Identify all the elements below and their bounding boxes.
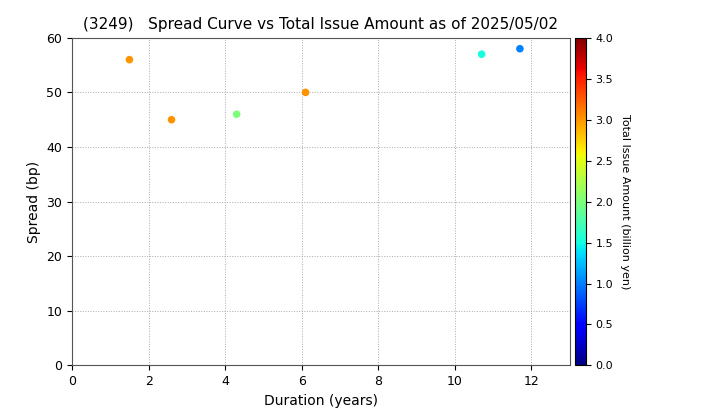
Point <box>166 116 177 123</box>
Point <box>476 51 487 58</box>
Y-axis label: Total Issue Amount (billion yen): Total Issue Amount (billion yen) <box>620 114 630 289</box>
Title: (3249)   Spread Curve vs Total Issue Amount as of 2025/05/02: (3249) Spread Curve vs Total Issue Amoun… <box>84 18 558 32</box>
Point <box>231 111 243 118</box>
Point <box>514 45 526 52</box>
Y-axis label: Spread (bp): Spread (bp) <box>27 160 41 243</box>
Point <box>300 89 311 96</box>
Point <box>124 56 135 63</box>
X-axis label: Duration (years): Duration (years) <box>264 394 378 408</box>
